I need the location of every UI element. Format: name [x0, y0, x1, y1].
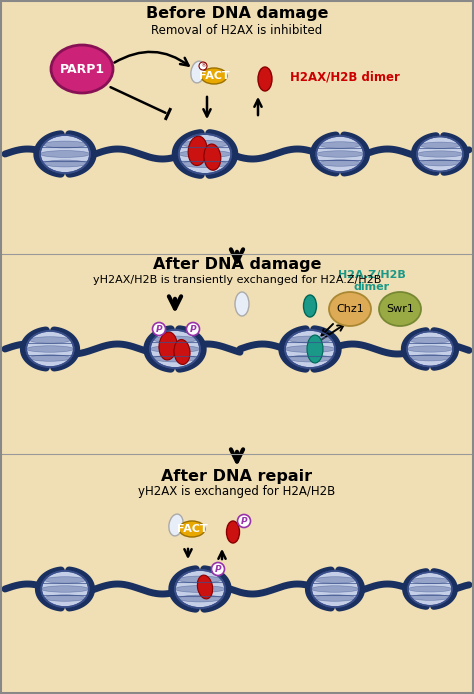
Ellipse shape — [319, 142, 361, 149]
Ellipse shape — [153, 323, 165, 335]
Ellipse shape — [197, 575, 213, 599]
Text: Chz1: Chz1 — [336, 304, 364, 314]
Text: yH2AX/H2B is transiently exchanged for H2A.Z/H2B: yH2AX/H2B is transiently exchanged for H… — [93, 275, 381, 285]
Ellipse shape — [227, 521, 239, 543]
Ellipse shape — [178, 576, 222, 583]
Ellipse shape — [314, 595, 356, 601]
Ellipse shape — [417, 137, 463, 171]
Ellipse shape — [288, 355, 332, 362]
Ellipse shape — [407, 346, 453, 352]
Ellipse shape — [319, 160, 361, 167]
Ellipse shape — [43, 141, 87, 148]
Ellipse shape — [43, 160, 87, 167]
Ellipse shape — [41, 586, 89, 592]
Ellipse shape — [45, 595, 86, 601]
Ellipse shape — [40, 135, 90, 173]
Ellipse shape — [314, 577, 356, 583]
Text: yH2AX is exchanged for H2A/H2B: yH2AX is exchanged for H2A/H2B — [138, 486, 336, 498]
Ellipse shape — [186, 323, 200, 335]
Ellipse shape — [235, 292, 249, 316]
Ellipse shape — [150, 346, 200, 353]
Ellipse shape — [285, 346, 335, 353]
Ellipse shape — [307, 335, 323, 363]
Ellipse shape — [154, 355, 197, 362]
Ellipse shape — [420, 160, 460, 166]
Ellipse shape — [408, 586, 452, 592]
Text: P: P — [241, 516, 247, 525]
Text: Before DNA damage: Before DNA damage — [146, 6, 328, 21]
Ellipse shape — [178, 595, 222, 602]
Ellipse shape — [379, 292, 421, 326]
Text: ®: ® — [200, 63, 206, 69]
Ellipse shape — [182, 140, 228, 148]
Ellipse shape — [408, 573, 452, 606]
Ellipse shape — [191, 61, 205, 83]
Ellipse shape — [26, 346, 74, 353]
Ellipse shape — [316, 136, 364, 172]
Ellipse shape — [311, 571, 359, 607]
Ellipse shape — [29, 355, 71, 362]
Ellipse shape — [417, 151, 463, 157]
Text: PARP1: PARP1 — [59, 62, 105, 76]
Ellipse shape — [410, 337, 450, 344]
Ellipse shape — [159, 332, 177, 360]
Ellipse shape — [169, 514, 183, 536]
Ellipse shape — [26, 331, 74, 367]
Ellipse shape — [201, 68, 227, 84]
Ellipse shape — [41, 571, 89, 607]
Ellipse shape — [179, 151, 231, 158]
Ellipse shape — [51, 45, 113, 93]
Ellipse shape — [204, 144, 221, 170]
Ellipse shape — [311, 586, 359, 592]
Text: P: P — [215, 564, 221, 573]
Ellipse shape — [175, 570, 225, 608]
Ellipse shape — [174, 339, 190, 364]
Ellipse shape — [188, 136, 207, 165]
Ellipse shape — [316, 151, 364, 158]
Ellipse shape — [45, 577, 86, 583]
Ellipse shape — [285, 330, 335, 368]
Ellipse shape — [182, 160, 228, 167]
Text: After DNA damage: After DNA damage — [153, 257, 321, 271]
Text: Removal of H2AX is inhibited: Removal of H2AX is inhibited — [151, 24, 323, 37]
Ellipse shape — [407, 332, 453, 366]
Text: H2A.Z/H2B
dimer: H2A.Z/H2B dimer — [338, 270, 406, 291]
Text: After DNA repair: After DNA repair — [162, 468, 312, 484]
Ellipse shape — [179, 134, 231, 174]
Ellipse shape — [211, 563, 225, 575]
Ellipse shape — [288, 336, 332, 343]
Text: FACT: FACT — [199, 71, 229, 81]
Ellipse shape — [410, 355, 450, 361]
Ellipse shape — [420, 142, 460, 149]
Ellipse shape — [154, 336, 197, 343]
Text: P: P — [190, 325, 196, 334]
Ellipse shape — [411, 577, 449, 584]
Ellipse shape — [303, 295, 317, 317]
Ellipse shape — [329, 292, 371, 326]
Ellipse shape — [40, 151, 90, 158]
Ellipse shape — [179, 521, 205, 537]
Ellipse shape — [237, 514, 250, 527]
Text: H2AX/H2B dimer: H2AX/H2B dimer — [290, 71, 400, 83]
Ellipse shape — [199, 62, 207, 70]
Ellipse shape — [150, 330, 200, 368]
Text: FACT: FACT — [177, 524, 207, 534]
Ellipse shape — [175, 586, 225, 593]
Ellipse shape — [411, 594, 449, 600]
Ellipse shape — [258, 67, 272, 91]
Text: P: P — [155, 325, 162, 334]
Text: Swr1: Swr1 — [386, 304, 414, 314]
Ellipse shape — [29, 337, 71, 344]
